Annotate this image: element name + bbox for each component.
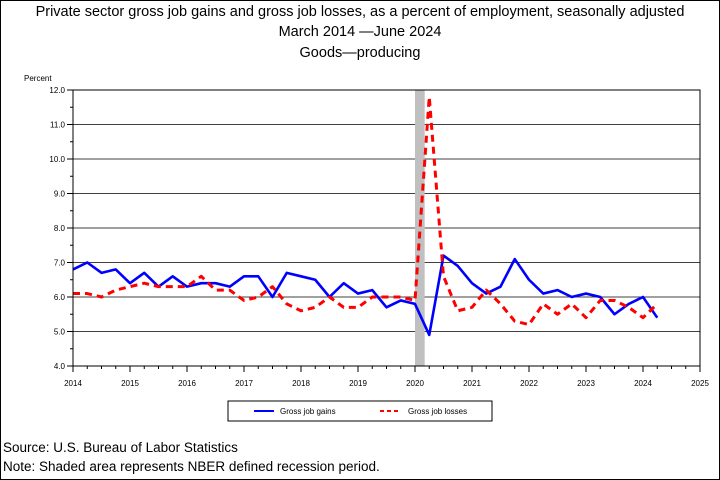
x-tick-label: 2020 bbox=[406, 379, 424, 388]
series-line-gross-job-losses bbox=[73, 95, 659, 327]
y-tick-label: 9.0 bbox=[54, 190, 66, 199]
recession-shading bbox=[415, 90, 425, 366]
x-tick-label: 2023 bbox=[577, 379, 595, 388]
y-tick-label: 8.0 bbox=[54, 224, 66, 233]
x-tick-label: 2022 bbox=[520, 379, 538, 388]
x-tick-label: 2014 bbox=[64, 379, 82, 388]
chart-title: Private sector gross job gains and gross… bbox=[35, 4, 685, 20]
x-tick-label: 2018 bbox=[292, 379, 310, 388]
x-tick-label: 2015 bbox=[121, 379, 139, 388]
x-tick-label: 2025 bbox=[691, 379, 709, 388]
x-tick-label: 2021 bbox=[463, 379, 481, 388]
axes: 4.0 5.0 6.0 7.0 8.0 9.0 10.0 11.0 12.0 2014 2015 20… bbox=[49, 86, 709, 388]
recession-note: Note: Shaded area represents NBER define… bbox=[3, 459, 380, 474]
y-tick-label: 10.0 bbox=[49, 155, 65, 164]
source-note: Source: U.S. Bureau of Labor Statistics bbox=[3, 440, 238, 455]
y-axis-label: Percent bbox=[24, 74, 52, 83]
x-tick-label: 2016 bbox=[178, 379, 196, 388]
x-tick-label: 2019 bbox=[349, 379, 367, 388]
y-tick-label: 7.0 bbox=[54, 259, 66, 268]
grid bbox=[73, 124, 700, 332]
x-tick-label: 2017 bbox=[235, 379, 253, 388]
series-lines bbox=[72, 95, 659, 337]
legend: Gross job gains Gross job losses bbox=[227, 400, 493, 422]
legend-label-losses: Gross job losses bbox=[408, 407, 467, 416]
legend-box bbox=[227, 400, 493, 422]
series-line-gross-job-gains bbox=[72, 254, 659, 337]
y-tick-label: 11.0 bbox=[50, 121, 66, 130]
y-tick-label: 4.0 bbox=[54, 362, 66, 371]
y-tick-label: 6.0 bbox=[54, 293, 66, 302]
recession-band bbox=[415, 90, 425, 366]
x-tick-label: 2024 bbox=[634, 379, 652, 388]
legend-label-gains: Gross job gains bbox=[280, 407, 336, 416]
chart-industry-label: Goods—producing bbox=[299, 45, 421, 61]
chart-subtitle: March 2014 —June 2024 bbox=[278, 24, 442, 40]
y-tick-label: 12.0 bbox=[49, 86, 65, 95]
y-tick-label: 5.0 bbox=[54, 328, 66, 337]
